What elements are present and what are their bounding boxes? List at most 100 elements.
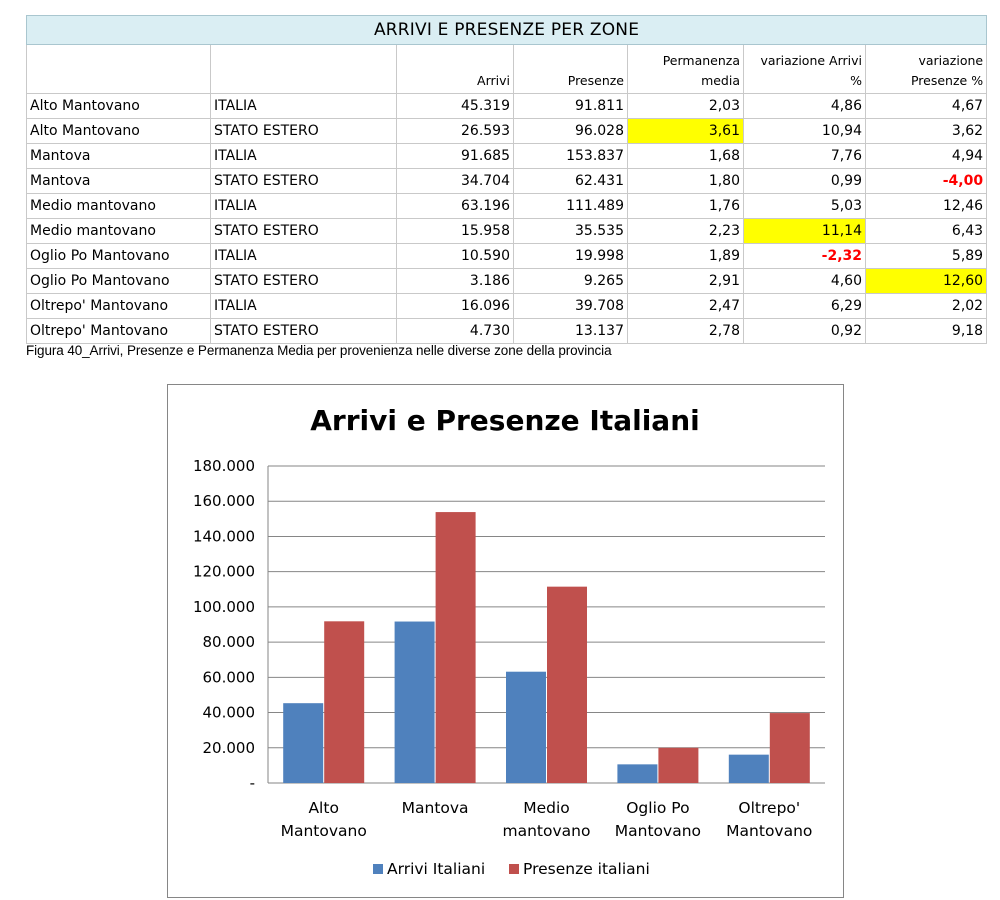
table-header-cell: Presenze: [513, 44, 628, 94]
zone-cell: Oltrepo' Mantovano: [26, 318, 211, 344]
bar-presenze: [769, 713, 810, 783]
chart-title: Arrivi e Presenze Italiani: [310, 404, 699, 437]
value-cell: 9,18: [864, 318, 988, 344]
origin-cell: ITALIA: [210, 193, 397, 219]
y-tick-label: 100.000: [193, 598, 255, 616]
value-cell: -4,00: [864, 168, 988, 194]
bar-arrivi: [506, 671, 546, 783]
zone-cell: Mantova: [26, 143, 211, 169]
origin-cell: ITALIA: [210, 243, 397, 269]
origin-cell: ITALIA: [210, 143, 397, 169]
legend-swatch: [373, 864, 383, 874]
y-tick-label: 120.000: [193, 563, 255, 581]
value-cell: 1,89: [627, 243, 744, 269]
value-cell: 6,43: [864, 218, 988, 244]
x-category-label: Mantovano: [726, 822, 812, 840]
value-cell: 4,60: [743, 268, 866, 294]
y-tick-label: 180.000: [193, 457, 255, 475]
value-cell: 35.535: [513, 218, 628, 244]
value-cell: 12,46: [864, 193, 988, 219]
chart-area: Arrivi e Presenze Italiani - 20.000 40.000 6…: [167, 384, 844, 898]
x-category-label: Mantovano: [281, 822, 367, 840]
value-cell: 3,61: [627, 118, 744, 144]
table-row: Oglio Po Mantovano STATO ESTERO 3.186 9.265…: [26, 268, 988, 294]
value-cell: 39.708: [513, 293, 628, 319]
value-cell: 1,80: [627, 168, 744, 194]
bar-arrivi: [728, 754, 769, 783]
legend-label: Arrivi Italiani: [387, 860, 485, 878]
value-cell: 63.196: [396, 193, 514, 219]
value-cell: 91.811: [513, 93, 628, 119]
table-row: Oltrepo' Mantovano STATO ESTERO 4.730 13.13…: [26, 318, 988, 344]
value-cell: 2,02: [864, 293, 988, 319]
zone-cell: Alto Mantovano: [26, 118, 211, 144]
zone-cell: Medio mantovano: [26, 218, 211, 244]
y-tick-label: 20.000: [203, 739, 256, 757]
value-cell: 7,76: [743, 143, 866, 169]
zone-table-container: ARRIVI E PRESENZE PER ZONE Arrivi Presenz…: [25, 15, 988, 344]
legend-swatch: [509, 864, 519, 874]
value-cell: 62.431: [513, 168, 628, 194]
y-tick-label: -: [250, 774, 255, 792]
bar-presenze: [658, 747, 699, 783]
value-cell: 1,68: [627, 143, 744, 169]
figure-caption: Figura 40_Arrivi, Presenze e Permanenza …: [26, 343, 612, 358]
value-cell: 9.265: [513, 268, 628, 294]
value-cell: -2,32: [743, 243, 866, 269]
origin-cell: ITALIA: [210, 93, 397, 119]
value-cell: 96.028: [513, 118, 628, 144]
y-tick-label: 60.000: [203, 668, 256, 686]
value-cell: 2,91: [627, 268, 744, 294]
table-row: Oltrepo' Mantovano ITALIA 16.096 39.708 2,47…: [26, 293, 988, 319]
table-header-row: Arrivi Presenze Permanenza media variazione…: [26, 44, 988, 94]
zone-cell: Oglio Po Mantovano: [26, 268, 211, 294]
table-row: Mantova ITALIA 91.685 153.837 1,68 7,76 4,94: [26, 143, 988, 169]
origin-cell: STATO ESTERO: [210, 318, 397, 344]
value-cell: 3.186: [396, 268, 514, 294]
value-cell: 2,47: [627, 293, 744, 319]
value-cell: 2,23: [627, 218, 744, 244]
value-cell: 1,76: [627, 193, 744, 219]
value-cell: 34.704: [396, 168, 514, 194]
x-category-label: Medio: [523, 799, 570, 817]
x-category-label: Mantova: [402, 799, 469, 817]
value-cell: 0,99: [743, 168, 866, 194]
value-cell: 26.593: [396, 118, 514, 144]
bar-arrivi: [394, 621, 435, 783]
value-cell: 4,86: [743, 93, 866, 119]
zone-cell: Oltrepo' Mantovano: [26, 293, 211, 319]
value-cell: 15.958: [396, 218, 514, 244]
x-category-label: Oltrepo': [738, 799, 800, 817]
x-category-label: Alto: [308, 799, 338, 817]
zone-table: ARRIVI E PRESENZE PER ZONE Arrivi Presenz…: [25, 15, 988, 344]
value-cell: 6,29: [743, 293, 866, 319]
value-cell: 16.096: [396, 293, 514, 319]
zone-cell: Mantova: [26, 168, 211, 194]
zone-cell: Medio mantovano: [26, 193, 211, 219]
value-cell: 2,78: [627, 318, 744, 344]
zone-cell: Oglio Po Mantovano: [26, 243, 211, 269]
value-cell: 5,03: [743, 193, 866, 219]
bar-presenze: [324, 621, 365, 783]
table-row: Medio mantovano ITALIA 63.196 111.489 1,76 5,…: [26, 193, 988, 219]
value-cell: 4,67: [864, 93, 988, 119]
value-cell: 12,60: [864, 268, 988, 294]
value-cell: 91.685: [396, 143, 514, 169]
value-cell: 0,92: [743, 318, 866, 344]
x-category-label: Mantovano: [615, 822, 701, 840]
y-tick-label: 160.000: [193, 492, 255, 510]
origin-cell: STATO ESTERO: [210, 168, 397, 194]
table-header-cell: variazione Presenze %: [864, 44, 988, 94]
value-cell: 5,89: [864, 243, 988, 269]
origin-cell: STATO ESTERO: [210, 268, 397, 294]
x-category-label: mantovano: [503, 822, 591, 840]
table-title: ARRIVI E PRESENZE PER ZONE: [25, 15, 988, 45]
bar-presenze: [435, 512, 476, 783]
bar-arrivi: [283, 703, 324, 783]
origin-cell: ITALIA: [210, 293, 397, 319]
value-cell: 4,94: [864, 143, 988, 169]
value-cell: 3,62: [864, 118, 988, 144]
table-row: Alto Mantovano ITALIA 45.319 91.811 2,03 4,86…: [26, 93, 988, 119]
origin-cell: STATO ESTERO: [210, 218, 397, 244]
table-header-cell: [26, 44, 211, 94]
